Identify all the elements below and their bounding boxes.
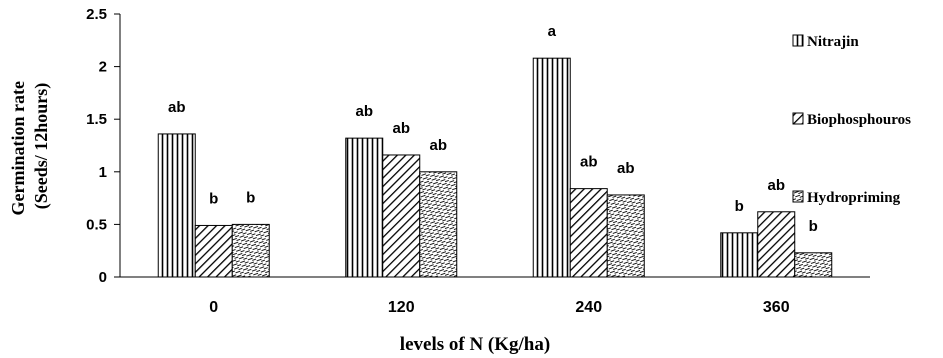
bar-hydropriming-240 [606, 194, 645, 278]
x-axis-ticks: 0 120 240 360 [209, 299, 789, 316]
x-tick-label: 120 [388, 299, 415, 316]
y-axis-title-line1: Germination rate [8, 81, 28, 215]
legend-swatch-hydropriming [792, 190, 804, 203]
bar-significance-label: ab [168, 99, 186, 116]
bar-significance-label: b [735, 198, 744, 215]
bar-hydropriming-0 [231, 223, 270, 278]
legend-swatch-biophosphouros [792, 112, 804, 125]
legend-swatch-nitrajin [792, 34, 804, 47]
bar-significance-label: b [209, 190, 218, 207]
bar-significance-label: ab [580, 154, 598, 171]
legend-label-biophosphouros: Biophosphouros [807, 112, 911, 128]
bar-significance-label: ab [617, 160, 635, 177]
y-tick-label: 0.5 [86, 216, 107, 233]
legend-label-nitrajin: Nitrajin [807, 34, 859, 50]
bar-nitrajin-240 [532, 57, 571, 278]
bar-significance-label: ab [429, 137, 447, 154]
y-axis-ticks: 0 0.5 1 1.5 2 2.5 [86, 6, 120, 286]
x-tick-label: 0 [209, 299, 218, 316]
x-tick-label: 360 [763, 299, 790, 316]
bar-nitrajin-0 [157, 133, 196, 278]
bars [157, 57, 833, 278]
bar-biophosphouros-0 [194, 224, 233, 278]
bar-biophosphouros-360 [757, 211, 796, 278]
bar-nitrajin-120 [345, 137, 384, 278]
bar-biophosphouros-120 [382, 154, 421, 278]
y-tick-label: 1.5 [86, 111, 107, 128]
legend: Nitrajin Biophosphouros Hydropriming [792, 34, 911, 206]
legend-label-hydropriming: Hydropriming [807, 190, 901, 206]
bar-significance-label: ab [355, 103, 373, 120]
bar-nitrajin-360 [720, 232, 759, 278]
x-tick-label: 240 [575, 299, 602, 316]
bar-significance-label: ab [392, 120, 410, 137]
y-tick-label: 1 [99, 164, 107, 181]
significance-labels: ab b b ab ab ab a ab ab b ab b [168, 23, 818, 235]
bar-significance-label: b [809, 218, 818, 235]
y-tick-label: 2.5 [86, 6, 107, 23]
bar-biophosphouros-240 [569, 188, 608, 278]
bar-significance-label: b [246, 189, 255, 206]
bar-hydropriming-120 [419, 171, 458, 278]
y-tick-label: 0 [99, 269, 107, 286]
bar-significance-label: ab [767, 177, 785, 194]
bar-hydropriming-360 [794, 252, 833, 278]
y-tick-label: 2 [99, 59, 107, 76]
y-axis-title-line2: (Seeds/ 12hours) [31, 83, 52, 210]
x-axis-title: levels of N (Kg/ha) [400, 334, 550, 355]
y-axis-title: Germination rate (Seeds/ 12hours) [8, 77, 52, 216]
bar-significance-label: a [548, 23, 557, 40]
